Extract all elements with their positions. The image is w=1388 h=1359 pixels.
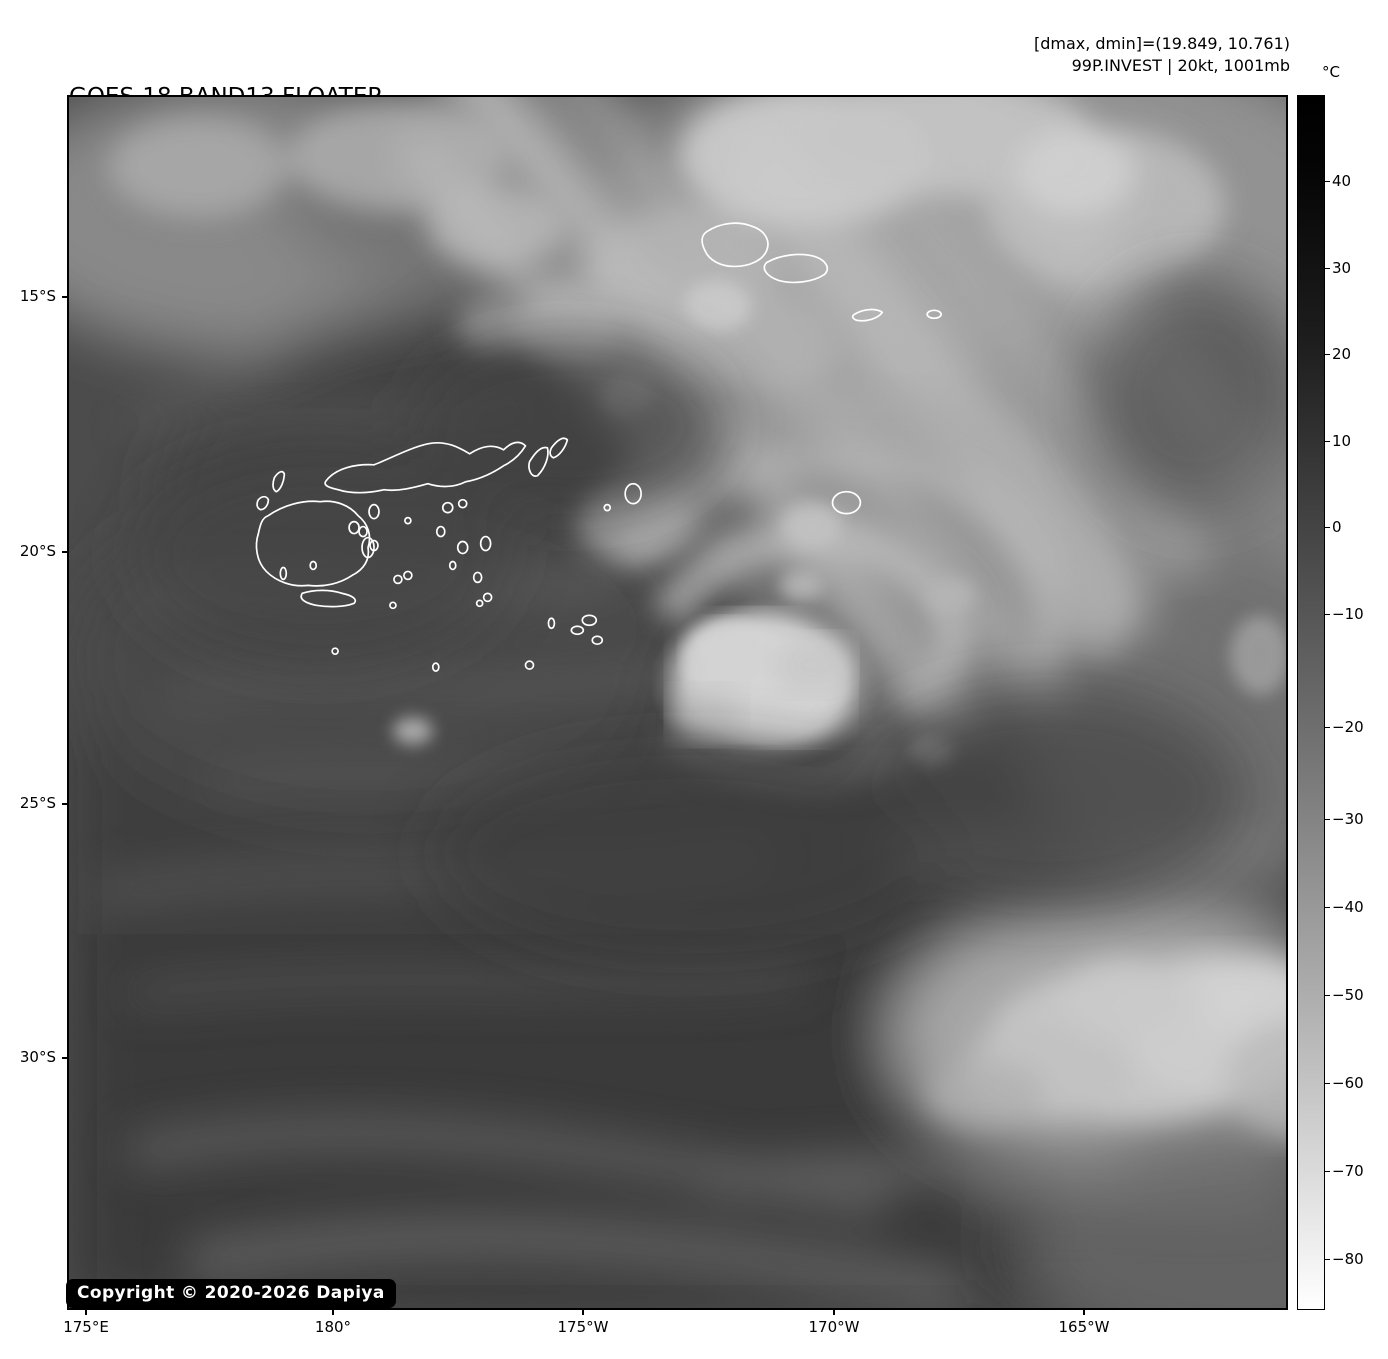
colorbar-tick-neg70: −70: [1332, 1162, 1364, 1180]
header-metadata-block: [dmax, dmin]=(19.849, 10.761) 99P.INVEST…: [1034, 33, 1290, 77]
x-axis-tick-180: 180°: [314, 1318, 352, 1336]
coastline-fiji: [255, 437, 569, 656]
x-axis-tick-mark-170W: [833, 1310, 835, 1315]
x-axis-tick-175W: 175°W: [557, 1318, 609, 1336]
colorbar-tick-mark-30: [1325, 268, 1330, 269]
colorbar-tick-neg30: −30: [1332, 810, 1364, 828]
y-axis-tick-15S: 15°S: [19, 287, 56, 305]
x-axis-tick-mark-175W: [582, 1310, 584, 1315]
y-axis-tick-mark-30S: [62, 1057, 67, 1059]
colorbar-tick-mark-20: [1325, 354, 1330, 355]
y-axis-tick-mark-25S: [62, 803, 67, 805]
colorbar-tick-0: 0: [1332, 518, 1342, 536]
x-axis-tick-mark-165W: [1083, 1310, 1085, 1315]
x-axis-tick-170W: 170°W: [808, 1318, 860, 1336]
colorbar-tick-mark-0: [1325, 527, 1330, 528]
colorbar-tick-neg60: −60: [1332, 1074, 1364, 1092]
colorbar-tick-30: 30: [1332, 259, 1352, 277]
dmax-dmin-label: [dmax, dmin]=(19.849, 10.761): [1033, 34, 1290, 53]
x-axis-tick-175E: 175°E: [63, 1318, 109, 1336]
y-axis-tick-30S: 30°S: [19, 1048, 56, 1066]
coastline-samoa: [701, 222, 829, 284]
coastline-small-islands: [404, 308, 942, 672]
satellite-image-plot[interactable]: [67, 95, 1288, 1310]
colorbar-tick-neg80: −80: [1332, 1250, 1364, 1268]
colorbar-tick-40: 40: [1332, 172, 1352, 190]
colorbar-tick-mark-neg50: [1325, 995, 1330, 996]
temperature-colorbar[interactable]: [1297, 95, 1325, 1310]
colorbar-tick-neg10: −10: [1332, 605, 1364, 623]
colorbar-tick-mark-neg60: [1325, 1083, 1330, 1084]
y-axis-tick-20S: 20°S: [19, 542, 56, 560]
colorbar-tick-mark-neg70: [1325, 1171, 1330, 1172]
colorbar-tick-mark-neg80: [1325, 1259, 1330, 1260]
x-axis-tick-165W: 165°W: [1058, 1318, 1110, 1336]
colorbar-tick-mark-neg40: [1325, 907, 1330, 908]
colorbar-tick-mark-10: [1325, 441, 1330, 442]
colorbar-tick-neg40: −40: [1332, 898, 1364, 916]
colorbar-tick-mark-neg30: [1325, 819, 1330, 820]
x-axis-tick-mark-180: [332, 1310, 334, 1315]
colorbar-tick-mark-neg10: [1325, 614, 1330, 615]
colorbar-tick-neg20: −20: [1332, 718, 1364, 736]
colorbar-tick-10: 10: [1332, 432, 1352, 450]
colorbar-tick-neg50: −50: [1332, 986, 1364, 1004]
infrared-brightness-temperature-raster: [69, 97, 1286, 1308]
colorbar-tick-mark-neg20: [1325, 727, 1330, 728]
storm-info-label: 99P.INVEST | 20kt, 1001mb: [1071, 56, 1290, 75]
y-axis-tick-25S: 25°S: [19, 794, 56, 812]
x-axis-tick-mark-175E: [85, 1310, 87, 1315]
colorbar-tick-mark-40: [1325, 181, 1330, 182]
y-axis-tick-mark-15S: [62, 296, 67, 298]
colorbar-unit-label: °C: [1322, 63, 1340, 81]
copyright-badge: Copyright © 2020-2026 Dapiya: [66, 1279, 396, 1308]
colorbar-tick-20: 20: [1332, 345, 1352, 363]
y-axis-tick-mark-20S: [62, 551, 67, 553]
